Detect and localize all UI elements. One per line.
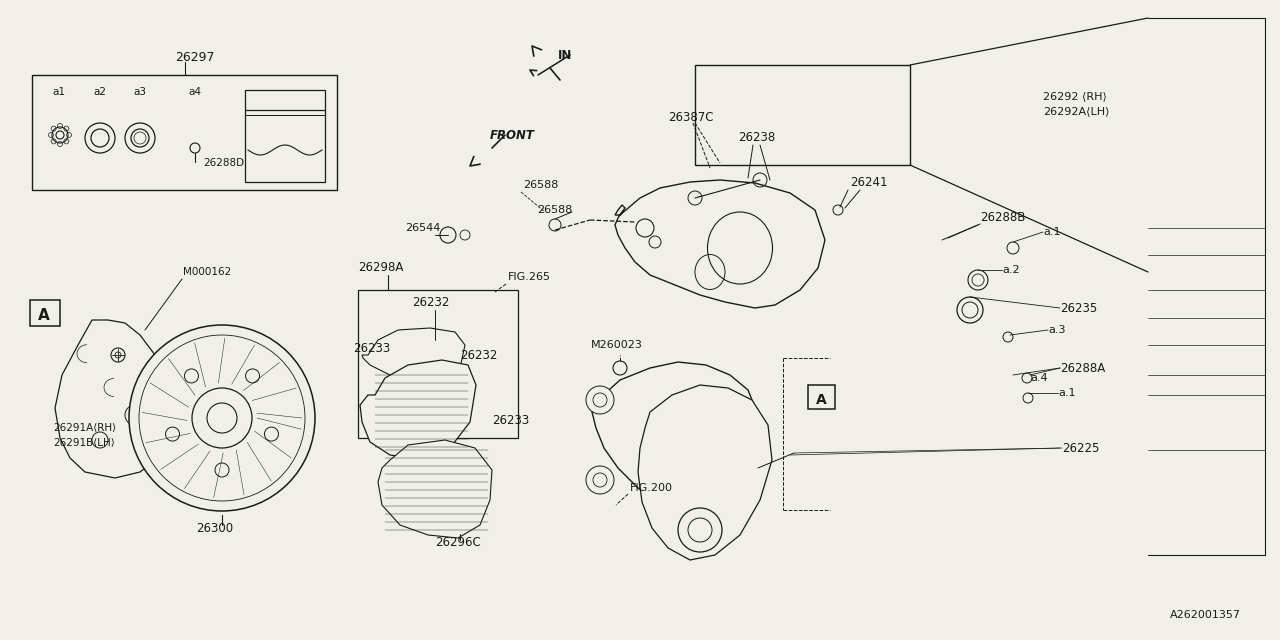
Text: A262001357: A262001357 bbox=[1170, 610, 1242, 620]
Bar bbox=[808, 385, 835, 409]
Text: 26233: 26233 bbox=[353, 342, 390, 355]
Circle shape bbox=[586, 466, 614, 494]
Circle shape bbox=[192, 388, 252, 448]
Text: M260023: M260023 bbox=[591, 340, 643, 350]
Bar bbox=[29, 300, 60, 326]
Circle shape bbox=[184, 369, 198, 383]
Text: 26235: 26235 bbox=[1060, 301, 1097, 314]
Text: M000162: M000162 bbox=[183, 267, 232, 277]
Text: a3: a3 bbox=[133, 87, 146, 97]
Text: A: A bbox=[817, 393, 827, 407]
Text: 26291A⟨RH⟩: 26291A⟨RH⟩ bbox=[52, 423, 116, 433]
Text: 26292A⟨LH⟩: 26292A⟨LH⟩ bbox=[1043, 106, 1110, 116]
Polygon shape bbox=[614, 180, 826, 308]
Circle shape bbox=[678, 508, 722, 552]
Polygon shape bbox=[593, 362, 756, 510]
Circle shape bbox=[140, 335, 305, 501]
Text: a.4: a.4 bbox=[1030, 373, 1047, 383]
Circle shape bbox=[207, 403, 237, 433]
Text: 26296C: 26296C bbox=[435, 536, 481, 550]
Bar bbox=[244, 90, 325, 182]
Circle shape bbox=[586, 386, 614, 414]
Circle shape bbox=[129, 325, 315, 511]
Circle shape bbox=[165, 427, 179, 441]
Text: IN: IN bbox=[558, 49, 572, 61]
Text: 26288D: 26288D bbox=[204, 158, 244, 168]
Text: a1: a1 bbox=[52, 87, 65, 97]
Bar bbox=[32, 75, 337, 190]
Text: 26233: 26233 bbox=[492, 413, 529, 426]
Text: a.1: a.1 bbox=[1043, 227, 1061, 237]
Text: a.2: a.2 bbox=[1002, 265, 1020, 275]
Text: 26291B⟨LH⟩: 26291B⟨LH⟩ bbox=[52, 438, 115, 448]
Text: 26588: 26588 bbox=[538, 205, 572, 215]
Polygon shape bbox=[637, 385, 772, 560]
Circle shape bbox=[265, 427, 279, 441]
Polygon shape bbox=[55, 320, 172, 478]
Text: 26298A: 26298A bbox=[358, 260, 403, 273]
Polygon shape bbox=[360, 360, 476, 460]
Text: 26588: 26588 bbox=[524, 180, 558, 190]
Text: 26232: 26232 bbox=[412, 296, 449, 308]
Polygon shape bbox=[362, 328, 465, 382]
Text: 26225: 26225 bbox=[1062, 442, 1100, 454]
Text: 26292 ⟨RH⟩: 26292 ⟨RH⟩ bbox=[1043, 91, 1107, 101]
Text: FRONT: FRONT bbox=[490, 129, 535, 141]
Text: 26297: 26297 bbox=[175, 51, 215, 63]
Text: 26238: 26238 bbox=[739, 131, 776, 143]
Text: 26232: 26232 bbox=[460, 349, 498, 362]
Text: a.1: a.1 bbox=[1059, 388, 1075, 398]
Text: a.3: a.3 bbox=[1048, 325, 1065, 335]
Text: 26241: 26241 bbox=[850, 175, 887, 189]
Text: FIG.265: FIG.265 bbox=[508, 272, 550, 282]
Text: 26300: 26300 bbox=[196, 522, 233, 534]
Text: 26544: 26544 bbox=[404, 223, 440, 233]
Text: a4: a4 bbox=[188, 87, 201, 97]
Text: 26288B: 26288B bbox=[980, 211, 1025, 223]
Text: 26288A: 26288A bbox=[1060, 362, 1105, 374]
Circle shape bbox=[215, 463, 229, 477]
Bar bbox=[358, 290, 518, 438]
Bar bbox=[695, 65, 910, 165]
Text: 26387C: 26387C bbox=[668, 111, 713, 124]
Text: FIG.200: FIG.200 bbox=[630, 483, 673, 493]
Text: a2: a2 bbox=[93, 87, 106, 97]
Polygon shape bbox=[378, 440, 492, 538]
Text: A: A bbox=[38, 307, 50, 323]
Circle shape bbox=[246, 369, 260, 383]
